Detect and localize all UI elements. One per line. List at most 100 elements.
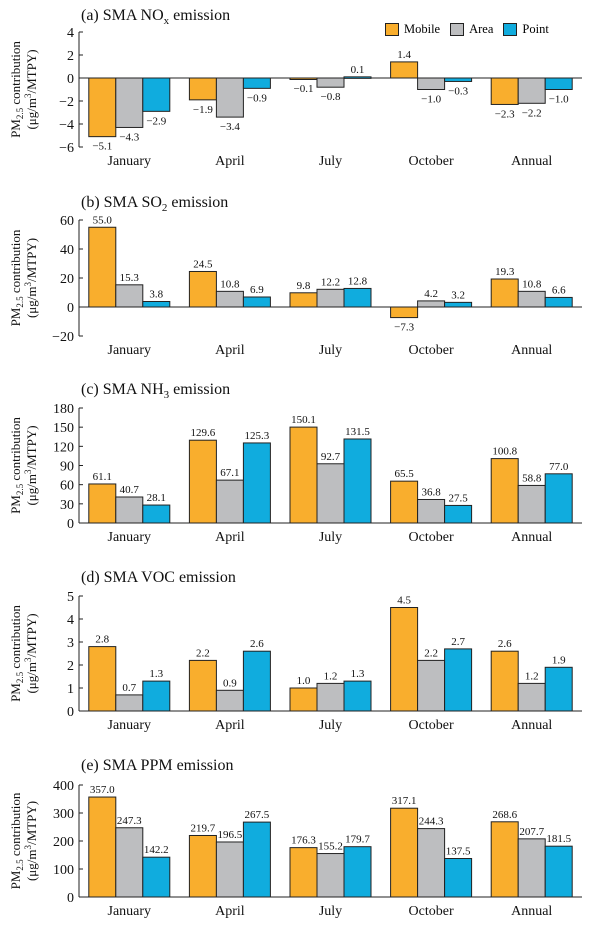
data-label-area-january: 40.7	[120, 484, 140, 496]
bar-point-july	[343, 680, 372, 712]
data-label-mobile-january: 357.0	[90, 784, 115, 796]
bar-point-january	[142, 680, 171, 712]
bar-mobile-july	[289, 426, 318, 524]
chart-panel-4: (d) SMA VOC emission PM2.5 contribution(μ…	[8, 569, 582, 733]
bar-area-october	[417, 498, 446, 524]
data-label-area-october: 2.2	[424, 647, 438, 659]
bar-area-annual	[517, 77, 546, 104]
bar-mobile-january	[88, 226, 117, 308]
data-label-point-january: 3.8	[149, 288, 163, 300]
bar-point-january	[142, 504, 171, 524]
y-tick-label: 40	[60, 243, 74, 258]
bar-point-october	[444, 858, 473, 898]
bar-area-july	[316, 853, 345, 898]
y-axis-label: PM2.5 contribution	[8, 41, 25, 138]
legend-swatch-area	[450, 23, 465, 36]
x-tick-label-october: October	[409, 154, 454, 169]
data-label-point-annual: −1.0	[549, 94, 569, 106]
data-label-mobile-january: 55.0	[93, 214, 113, 226]
y-axis-unit-label: (μg/m3/MTPY)	[23, 238, 39, 318]
bar-point-july	[343, 287, 372, 308]
data-label-area-april: 0.9	[223, 677, 237, 689]
data-label-point-july: 1.3	[351, 668, 365, 680]
data-label-area-october: 244.3	[419, 816, 444, 828]
chart-panel-5: (e) SMA PPM emission PM2.5 contribution(μ…	[8, 757, 582, 919]
bar-area-january	[115, 496, 144, 524]
bar-area-july	[316, 77, 345, 88]
y-tick-label: 30	[60, 498, 74, 513]
bar-point-april	[242, 821, 271, 898]
x-tick-label-january: January	[108, 718, 152, 733]
y-tick-label: 120	[53, 440, 74, 455]
bar-mobile-april	[188, 270, 217, 308]
y-tick-label: 400	[53, 779, 74, 794]
bar-point-annual	[544, 77, 573, 90]
bar-mobile-annual	[490, 650, 519, 712]
y-tick-label: 4	[67, 26, 74, 41]
data-label-area-annual: 10.8	[522, 278, 542, 290]
bar-mobile-july	[289, 687, 318, 712]
x-tick-label-annual: Annual	[511, 343, 552, 358]
data-label-area-april: 196.5	[218, 829, 243, 841]
chart-title: (a) SMA NOx emission	[81, 7, 230, 27]
bar-area-january	[115, 694, 144, 712]
bar-area-october	[417, 77, 446, 90]
bar-point-april	[242, 77, 271, 89]
bar-mobile-january	[88, 646, 117, 712]
y-tick-label: 200	[53, 835, 74, 850]
x-tick-label-july: July	[319, 904, 342, 919]
legend-item-point: Point	[503, 22, 549, 37]
data-label-mobile-january: −5.1	[92, 141, 112, 153]
legend-item-mobile: Mobile	[385, 22, 440, 37]
data-label-mobile-july: −0.1	[294, 83, 314, 95]
data-label-mobile-april: 24.5	[193, 258, 213, 270]
data-label-point-october: 137.5	[446, 846, 471, 858]
y-tick-label: 300	[53, 807, 74, 822]
x-tick-label-july: July	[319, 718, 342, 733]
legend: Mobile Area Point	[385, 22, 549, 37]
bar-mobile-october	[390, 61, 419, 79]
bar-mobile-january	[88, 483, 117, 524]
x-tick-label-annual: Annual	[511, 904, 552, 919]
bar-area-january	[115, 827, 144, 898]
bar-area-april	[215, 841, 244, 898]
data-label-mobile-october: 317.1	[392, 795, 417, 807]
bar-point-annual	[544, 845, 573, 898]
data-label-mobile-annual: −2.3	[495, 108, 515, 120]
data-label-mobile-annual: 268.6	[492, 809, 517, 821]
data-label-mobile-annual: 100.8	[492, 446, 517, 458]
data-label-mobile-july: 150.1	[291, 414, 316, 426]
data-label-area-april: −3.4	[220, 121, 240, 133]
data-label-point-october: 2.7	[451, 636, 465, 648]
y-axis-label: PM2.5 contribution	[8, 605, 25, 702]
bar-point-annual	[544, 473, 573, 524]
data-label-point-january: 142.2	[144, 844, 169, 856]
data-label-point-annual: 6.6	[552, 284, 566, 296]
data-label-mobile-january: 61.1	[93, 471, 112, 483]
x-tick-label-april: April	[215, 530, 245, 545]
bar-mobile-april	[188, 439, 217, 524]
chart-title: (c) SMA NH3 emission	[81, 381, 230, 401]
bar-mobile-april	[188, 659, 217, 712]
x-tick-label-october: October	[409, 904, 454, 919]
bar-area-annual	[517, 838, 546, 898]
y-tick-label: −6	[59, 141, 74, 156]
chart-title: (d) SMA VOC emission	[81, 569, 236, 586]
y-tick-label: −20	[52, 330, 74, 345]
y-tick-label: 150	[53, 421, 74, 436]
data-label-point-annual: 1.9	[552, 654, 566, 666]
data-label-area-april: 10.8	[220, 278, 240, 290]
x-tick-label-january: January	[108, 530, 152, 545]
bar-mobile-annual	[490, 458, 519, 524]
y-tick-label: −4	[59, 118, 74, 133]
legend-swatch-mobile	[385, 23, 399, 36]
data-label-mobile-april: 219.7	[191, 822, 216, 834]
bar-point-october	[444, 504, 473, 524]
bar-point-april	[242, 442, 271, 524]
bar-area-january	[115, 284, 144, 308]
y-tick-label: 2	[67, 659, 74, 674]
y-tick-label: 0	[67, 72, 74, 87]
data-label-point-october: 27.5	[448, 492, 468, 504]
